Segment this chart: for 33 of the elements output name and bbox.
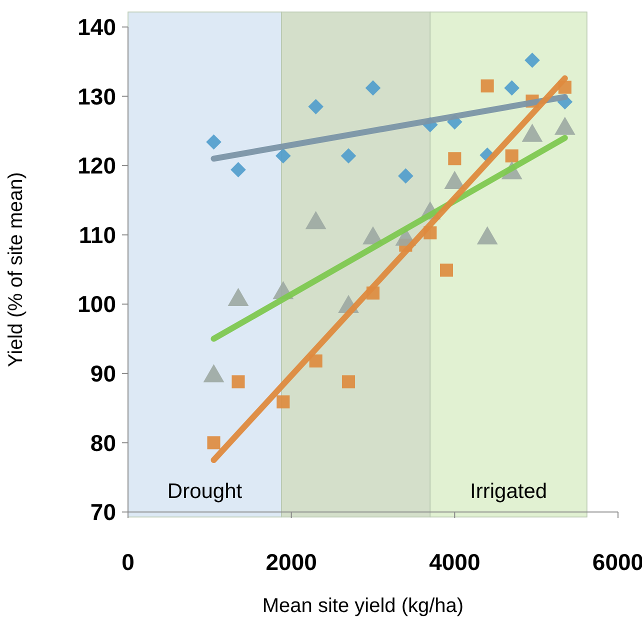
point (440, 264, 454, 277)
y-tick-label: 140 (78, 14, 116, 40)
point (276, 395, 290, 408)
point (206, 134, 222, 150)
point (342, 375, 356, 388)
point (207, 436, 220, 450)
y-tick-label: 100 (78, 291, 116, 318)
point (365, 80, 381, 96)
y-tick-label: 80 (90, 430, 116, 456)
band-label: Irrigated (470, 480, 548, 503)
point (524, 52, 540, 68)
y-tick-label: 110 (78, 222, 116, 248)
point (275, 148, 291, 164)
y-tick-label: 90 (90, 360, 116, 386)
x-tick-label: 4000 (429, 549, 480, 575)
point (505, 149, 518, 162)
point (309, 354, 322, 368)
point (232, 375, 245, 388)
band-label: Drought (167, 480, 242, 503)
point (230, 162, 246, 178)
x-axis-title: Mean site yield (kg/ha) (262, 595, 464, 617)
y-tick-label: 120 (78, 152, 116, 179)
point (448, 152, 462, 166)
point (308, 99, 324, 114)
x-tick-label: 2000 (266, 549, 317, 575)
point (480, 79, 494, 92)
y-axis-title: Yield (% of site mean) (5, 172, 27, 367)
y-tick-label: 70 (90, 499, 116, 526)
point (340, 148, 356, 164)
y-tick-label: 130 (78, 83, 116, 110)
x-tick-label: 0 (122, 549, 134, 575)
point (398, 168, 414, 184)
point (504, 80, 520, 96)
